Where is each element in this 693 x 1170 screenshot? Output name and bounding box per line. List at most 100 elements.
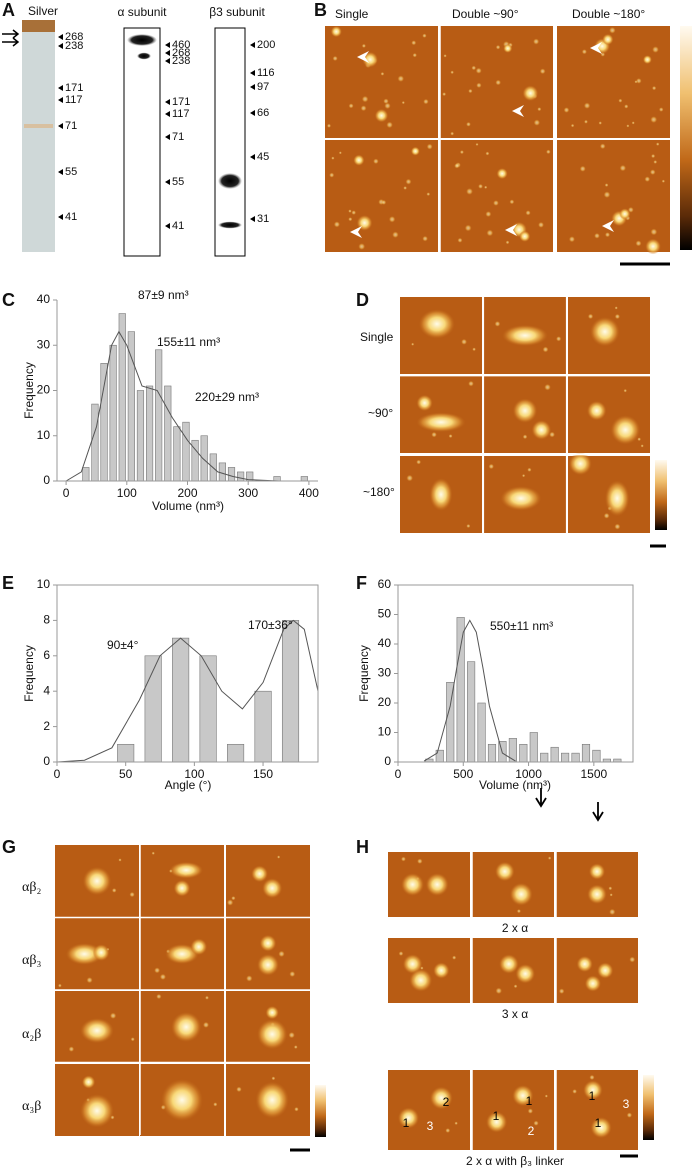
afm-dot (644, 176, 651, 183)
panel-label: E (2, 573, 14, 593)
silver-band (22, 20, 55, 32)
afm-tile (388, 1070, 470, 1150)
afm-dot (380, 71, 385, 76)
spot-label: 2 (443, 1095, 450, 1109)
afm-dot (537, 221, 545, 228)
annotation: 170±36° (248, 618, 293, 632)
afm-dot (637, 437, 642, 442)
y-tick-label: 20 (37, 383, 51, 397)
afm-dot (411, 342, 415, 346)
afm-dot (130, 1037, 135, 1042)
afm-particle (353, 154, 365, 166)
bar (136, 390, 145, 482)
panel-label: F (356, 573, 367, 593)
silver-lane (22, 20, 55, 252)
afm-particle (92, 944, 110, 961)
gel-panel (2, 20, 246, 257)
x-tick-label: 200 (177, 486, 197, 500)
afm-dot (277, 855, 281, 859)
afm-dot (609, 26, 616, 34)
y-tick-label: 0 (43, 473, 50, 487)
afm-dot (619, 164, 627, 172)
y-tick-label: 20 (378, 695, 392, 709)
y-tick-label: 6 (43, 648, 50, 662)
afm-dot (361, 95, 369, 103)
marker-arrow (250, 84, 255, 90)
bar (145, 385, 154, 482)
marker-arrow (58, 85, 63, 91)
bar (218, 462, 226, 482)
afm-dot (205, 995, 209, 1000)
arrow (2, 29, 20, 47)
afm-dot (661, 179, 666, 183)
afm-dot (384, 102, 391, 110)
column-label: Double ~180° (572, 7, 645, 21)
marker-arrow (165, 42, 170, 48)
bar (281, 620, 300, 763)
lane-title: β3 subunit (209, 5, 265, 19)
afm-particle (173, 879, 191, 897)
afm-particle (503, 43, 513, 53)
marker-arrow (250, 110, 255, 116)
afm-particle (169, 861, 203, 879)
afm-particle (604, 480, 630, 517)
afm-dot (213, 1102, 218, 1107)
y-tick-label: 10 (37, 428, 51, 442)
bar (529, 732, 538, 763)
afm-dot (640, 444, 644, 448)
fit-curve (65, 330, 309, 482)
marker-arrow (165, 179, 170, 185)
afm-dot (495, 44, 501, 50)
afm-dot (289, 971, 296, 978)
annotation: 155±11 nm³ (157, 335, 220, 349)
afm-dot (522, 434, 528, 440)
lane-title: α subunit (118, 5, 168, 19)
group-label: 3 x α (502, 1007, 528, 1021)
marker-label: 171 (65, 82, 83, 94)
afm-dot (118, 858, 122, 862)
afm-dot (547, 856, 552, 860)
afm-dot (539, 68, 546, 75)
afm-dot (488, 463, 495, 470)
afm-dot (417, 858, 423, 864)
bar (456, 617, 465, 763)
afm-dot (505, 240, 510, 245)
afm-particle (588, 863, 606, 880)
marker-label: 238 (172, 55, 190, 67)
marker-label: 71 (172, 131, 184, 143)
panel-label: A (2, 0, 15, 20)
afm-dot (358, 243, 366, 250)
afm-particle (610, 415, 641, 445)
marker-arrow (165, 99, 170, 105)
afm-dot (655, 142, 660, 146)
panel-label: C (2, 290, 15, 310)
afm-dot (626, 124, 630, 128)
plot-frame (397, 584, 634, 763)
color-bar (680, 26, 692, 250)
afm-dot (544, 1094, 548, 1098)
x-axis-label: Angle (°) (165, 778, 212, 792)
afm-dot (236, 1086, 242, 1093)
afm-dot (411, 40, 417, 46)
y-axis-label: Frequency (22, 645, 36, 702)
afm-dot (533, 38, 540, 45)
color-bar (655, 460, 667, 530)
annotation: 550±11 nm³ (490, 619, 553, 633)
afm-dot (544, 383, 551, 391)
color-bar (643, 1075, 654, 1140)
afm-dot (583, 102, 591, 109)
afm-images (55, 25, 670, 1150)
afm-dot (401, 100, 405, 105)
afm-dot (570, 123, 575, 128)
bar (487, 743, 497, 763)
afm-dot (333, 221, 341, 228)
afm-particle (161, 1079, 203, 1121)
afm-dot (614, 313, 621, 320)
bar (109, 344, 117, 482)
marker-label: 55 (65, 166, 77, 178)
afm-dot (603, 191, 611, 199)
bar (100, 363, 108, 482)
gel-band (218, 173, 242, 189)
marker-label: 116 (257, 67, 275, 79)
bar (519, 743, 528, 763)
